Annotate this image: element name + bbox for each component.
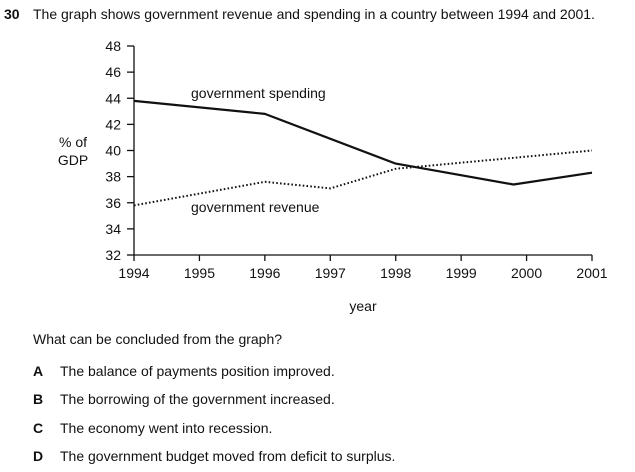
x-tick-label: 1999 — [446, 265, 477, 281]
y-tick-label: 36 — [105, 195, 121, 211]
question-number: 30 — [4, 6, 20, 22]
x-tick-label: 1997 — [315, 265, 346, 281]
y-tick-label: 42 — [105, 116, 121, 132]
x-axis-label: year — [349, 298, 377, 314]
option-d-text: The government budget moved from deficit… — [60, 448, 396, 464]
series-label-government-revenue: government revenue — [191, 199, 320, 215]
y-tick-label: 44 — [105, 90, 121, 106]
x-tick-label: 2000 — [511, 265, 542, 281]
y-axis: 32 34 36 38 40 42 44 46 48 — [105, 38, 135, 263]
y-ticks: 32 34 36 38 40 42 44 46 48 — [105, 38, 134, 263]
option-c-text: The economy went into recession. — [60, 420, 273, 436]
y-axis-label-line-2: GDP — [58, 152, 88, 168]
x-tick-label: 1995 — [184, 265, 215, 281]
question-prompt: What can be concluded from the graph? — [33, 331, 283, 347]
option-d-letter: D — [33, 448, 44, 464]
y-tick-label: 38 — [105, 169, 121, 185]
y-tick-label: 32 — [105, 247, 121, 263]
option-b-text: The borrowing of the government increase… — [60, 391, 335, 407]
series-label-government-spending: government spending — [191, 85, 326, 101]
x-tick-label: 1994 — [118, 265, 149, 281]
x-tick-label: 1998 — [380, 265, 411, 281]
y-tick-label: 46 — [105, 64, 121, 80]
x-tick-label: 2001 — [576, 265, 607, 281]
option-c-letter: C — [33, 420, 44, 436]
y-tick-label: 40 — [105, 143, 121, 159]
y-tick-label: 48 — [105, 38, 121, 54]
y-axis-label-line-1: % of — [59, 134, 87, 150]
x-axis: 1994 1995 1996 1997 1998 1999 2000 2001 — [118, 254, 608, 281]
option-a-letter: A — [33, 363, 44, 379]
series-line-government-spending — [133, 99, 593, 186]
option-a-text: The balance of payments position improve… — [60, 363, 335, 379]
option-b-letter: B — [33, 391, 44, 407]
series-line-government-revenue — [133, 149, 593, 207]
question-text: The graph shows government revenue and s… — [33, 6, 595, 22]
y-tick-label: 34 — [105, 221, 121, 237]
x-tick-label: 1996 — [249, 265, 280, 281]
x-ticks: 1994 1995 1996 1997 1998 1999 2000 2001 — [118, 255, 608, 281]
series-layer — [133, 99, 593, 207]
